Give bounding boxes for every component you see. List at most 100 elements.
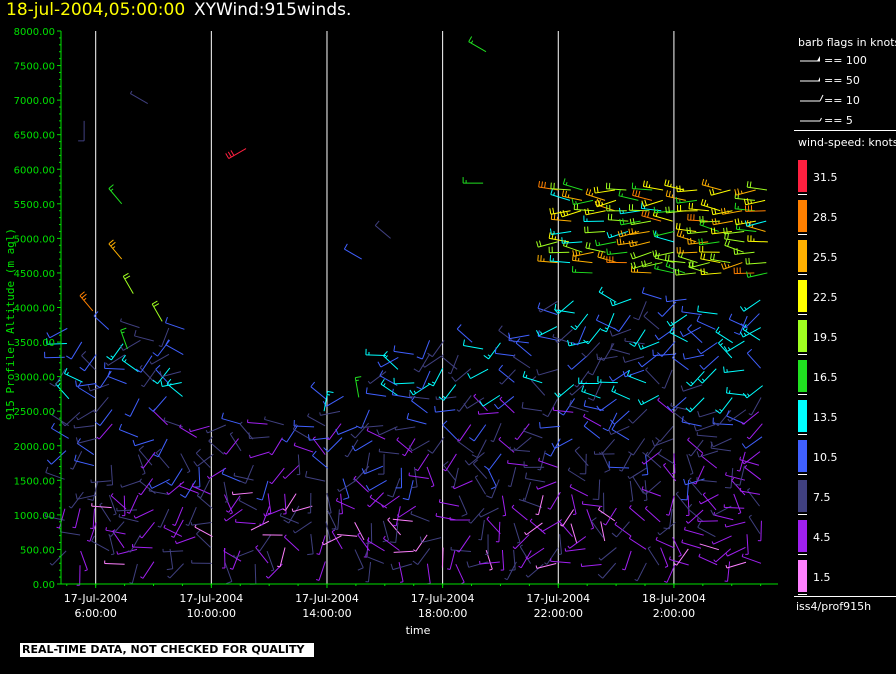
wind-barb bbox=[686, 454, 694, 475]
wind-barb bbox=[561, 237, 583, 244]
wind-barb bbox=[665, 206, 687, 214]
wind-barb bbox=[190, 522, 212, 526]
wind-barb bbox=[581, 385, 601, 399]
wind-barb bbox=[223, 494, 233, 515]
wind-barb bbox=[748, 514, 761, 534]
wind-barb bbox=[193, 466, 201, 488]
wind-barb bbox=[108, 184, 123, 205]
wind-barb bbox=[326, 509, 337, 530]
wind-barb bbox=[699, 215, 721, 223]
wind-barb bbox=[629, 218, 652, 226]
wind-barb bbox=[366, 427, 386, 440]
speed-label: 25.5 bbox=[813, 251, 838, 264]
wind-barb bbox=[641, 287, 662, 300]
wind-barb bbox=[443, 461, 457, 482]
wind-barb bbox=[721, 262, 743, 270]
wind-barb bbox=[723, 504, 745, 509]
y-tick-label: 6000.00 bbox=[14, 165, 55, 176]
wind-barb bbox=[478, 520, 485, 541]
wind-barb bbox=[377, 454, 385, 475]
wind-barb bbox=[531, 376, 546, 396]
wind-barb bbox=[692, 465, 705, 485]
speed-swatch bbox=[798, 520, 807, 552]
wind-barb bbox=[637, 341, 660, 350]
wind-barb bbox=[628, 204, 650, 212]
wind-barb bbox=[676, 185, 698, 193]
wind-barb bbox=[250, 520, 270, 531]
speed-swatch bbox=[798, 160, 807, 192]
wind-barb bbox=[585, 242, 606, 253]
wind-barb bbox=[628, 505, 645, 522]
wind-barb bbox=[383, 535, 400, 551]
wind-barb bbox=[410, 511, 430, 522]
y-tick-label: 4500.00 bbox=[14, 269, 55, 280]
wind-barb bbox=[671, 453, 676, 475]
x-tick-date: 17-Jul-2004 bbox=[295, 592, 359, 605]
wind-barb bbox=[740, 313, 760, 329]
barb-50-icon bbox=[800, 77, 820, 82]
wind-barb bbox=[391, 388, 413, 399]
wind-barb bbox=[536, 240, 558, 248]
wind-barb bbox=[365, 561, 372, 583]
wind-barb bbox=[627, 467, 647, 480]
wind-barb bbox=[442, 420, 458, 440]
x-tick-date: 17-Jul-2004 bbox=[411, 592, 475, 605]
wind-barb bbox=[116, 507, 137, 512]
wind-barb bbox=[46, 450, 67, 465]
wind-barb bbox=[225, 495, 241, 513]
wind-barb bbox=[413, 354, 430, 373]
wind-barb bbox=[587, 356, 603, 376]
wind-barb bbox=[479, 560, 500, 565]
wind-barb bbox=[609, 328, 632, 337]
wind-barb bbox=[611, 424, 630, 441]
wind-barb bbox=[450, 546, 471, 552]
wind-barb bbox=[500, 549, 505, 571]
wind-barb bbox=[456, 395, 472, 412]
wind-barb bbox=[393, 345, 414, 355]
wind-barb bbox=[80, 550, 88, 572]
wind-barb bbox=[552, 334, 573, 344]
wind-barb bbox=[316, 561, 326, 581]
wind-barb bbox=[628, 228, 650, 236]
wind-barb bbox=[452, 480, 473, 490]
wind-barb bbox=[498, 364, 515, 383]
wind-barb bbox=[185, 506, 197, 527]
speed-tick bbox=[798, 314, 807, 315]
wind-barb bbox=[709, 188, 731, 196]
wind-barb bbox=[744, 220, 767, 227]
speed-tick bbox=[798, 234, 807, 235]
wind-barb bbox=[567, 355, 588, 370]
wind-barb bbox=[700, 268, 722, 276]
wind-barb bbox=[733, 248, 755, 255]
wind-barb bbox=[697, 518, 718, 522]
wind-barb bbox=[580, 563, 602, 568]
wind-barb bbox=[597, 562, 617, 579]
speed-label: 19.5 bbox=[813, 331, 838, 344]
wind-barb bbox=[554, 303, 575, 314]
speed-label: 1.5 bbox=[813, 571, 831, 584]
wind-barb bbox=[611, 521, 630, 538]
wind-barb bbox=[518, 482, 532, 502]
wind-barb bbox=[686, 370, 705, 387]
wind-barb bbox=[740, 411, 760, 425]
wind-barb bbox=[484, 453, 502, 471]
wind-barb bbox=[628, 240, 651, 248]
wind-barb bbox=[87, 383, 110, 392]
wind-barb bbox=[166, 548, 174, 571]
wind-barb bbox=[435, 513, 456, 521]
wind-barb bbox=[683, 526, 704, 536]
barb-5-icon bbox=[800, 117, 822, 122]
wind-barb bbox=[652, 249, 674, 258]
wind-barb bbox=[657, 397, 674, 414]
wind-barb bbox=[233, 472, 254, 481]
wind-barb bbox=[191, 483, 211, 495]
wind-barb bbox=[698, 494, 719, 505]
x-tick-date: 17-Jul-2004 bbox=[179, 592, 243, 605]
wind-barb bbox=[79, 291, 94, 312]
wind-barb bbox=[743, 198, 766, 206]
wind-barb bbox=[618, 453, 632, 472]
wind-barb bbox=[583, 327, 602, 345]
wind-barb bbox=[558, 519, 573, 537]
wind-barb bbox=[110, 493, 127, 510]
wind-barb bbox=[479, 394, 501, 407]
